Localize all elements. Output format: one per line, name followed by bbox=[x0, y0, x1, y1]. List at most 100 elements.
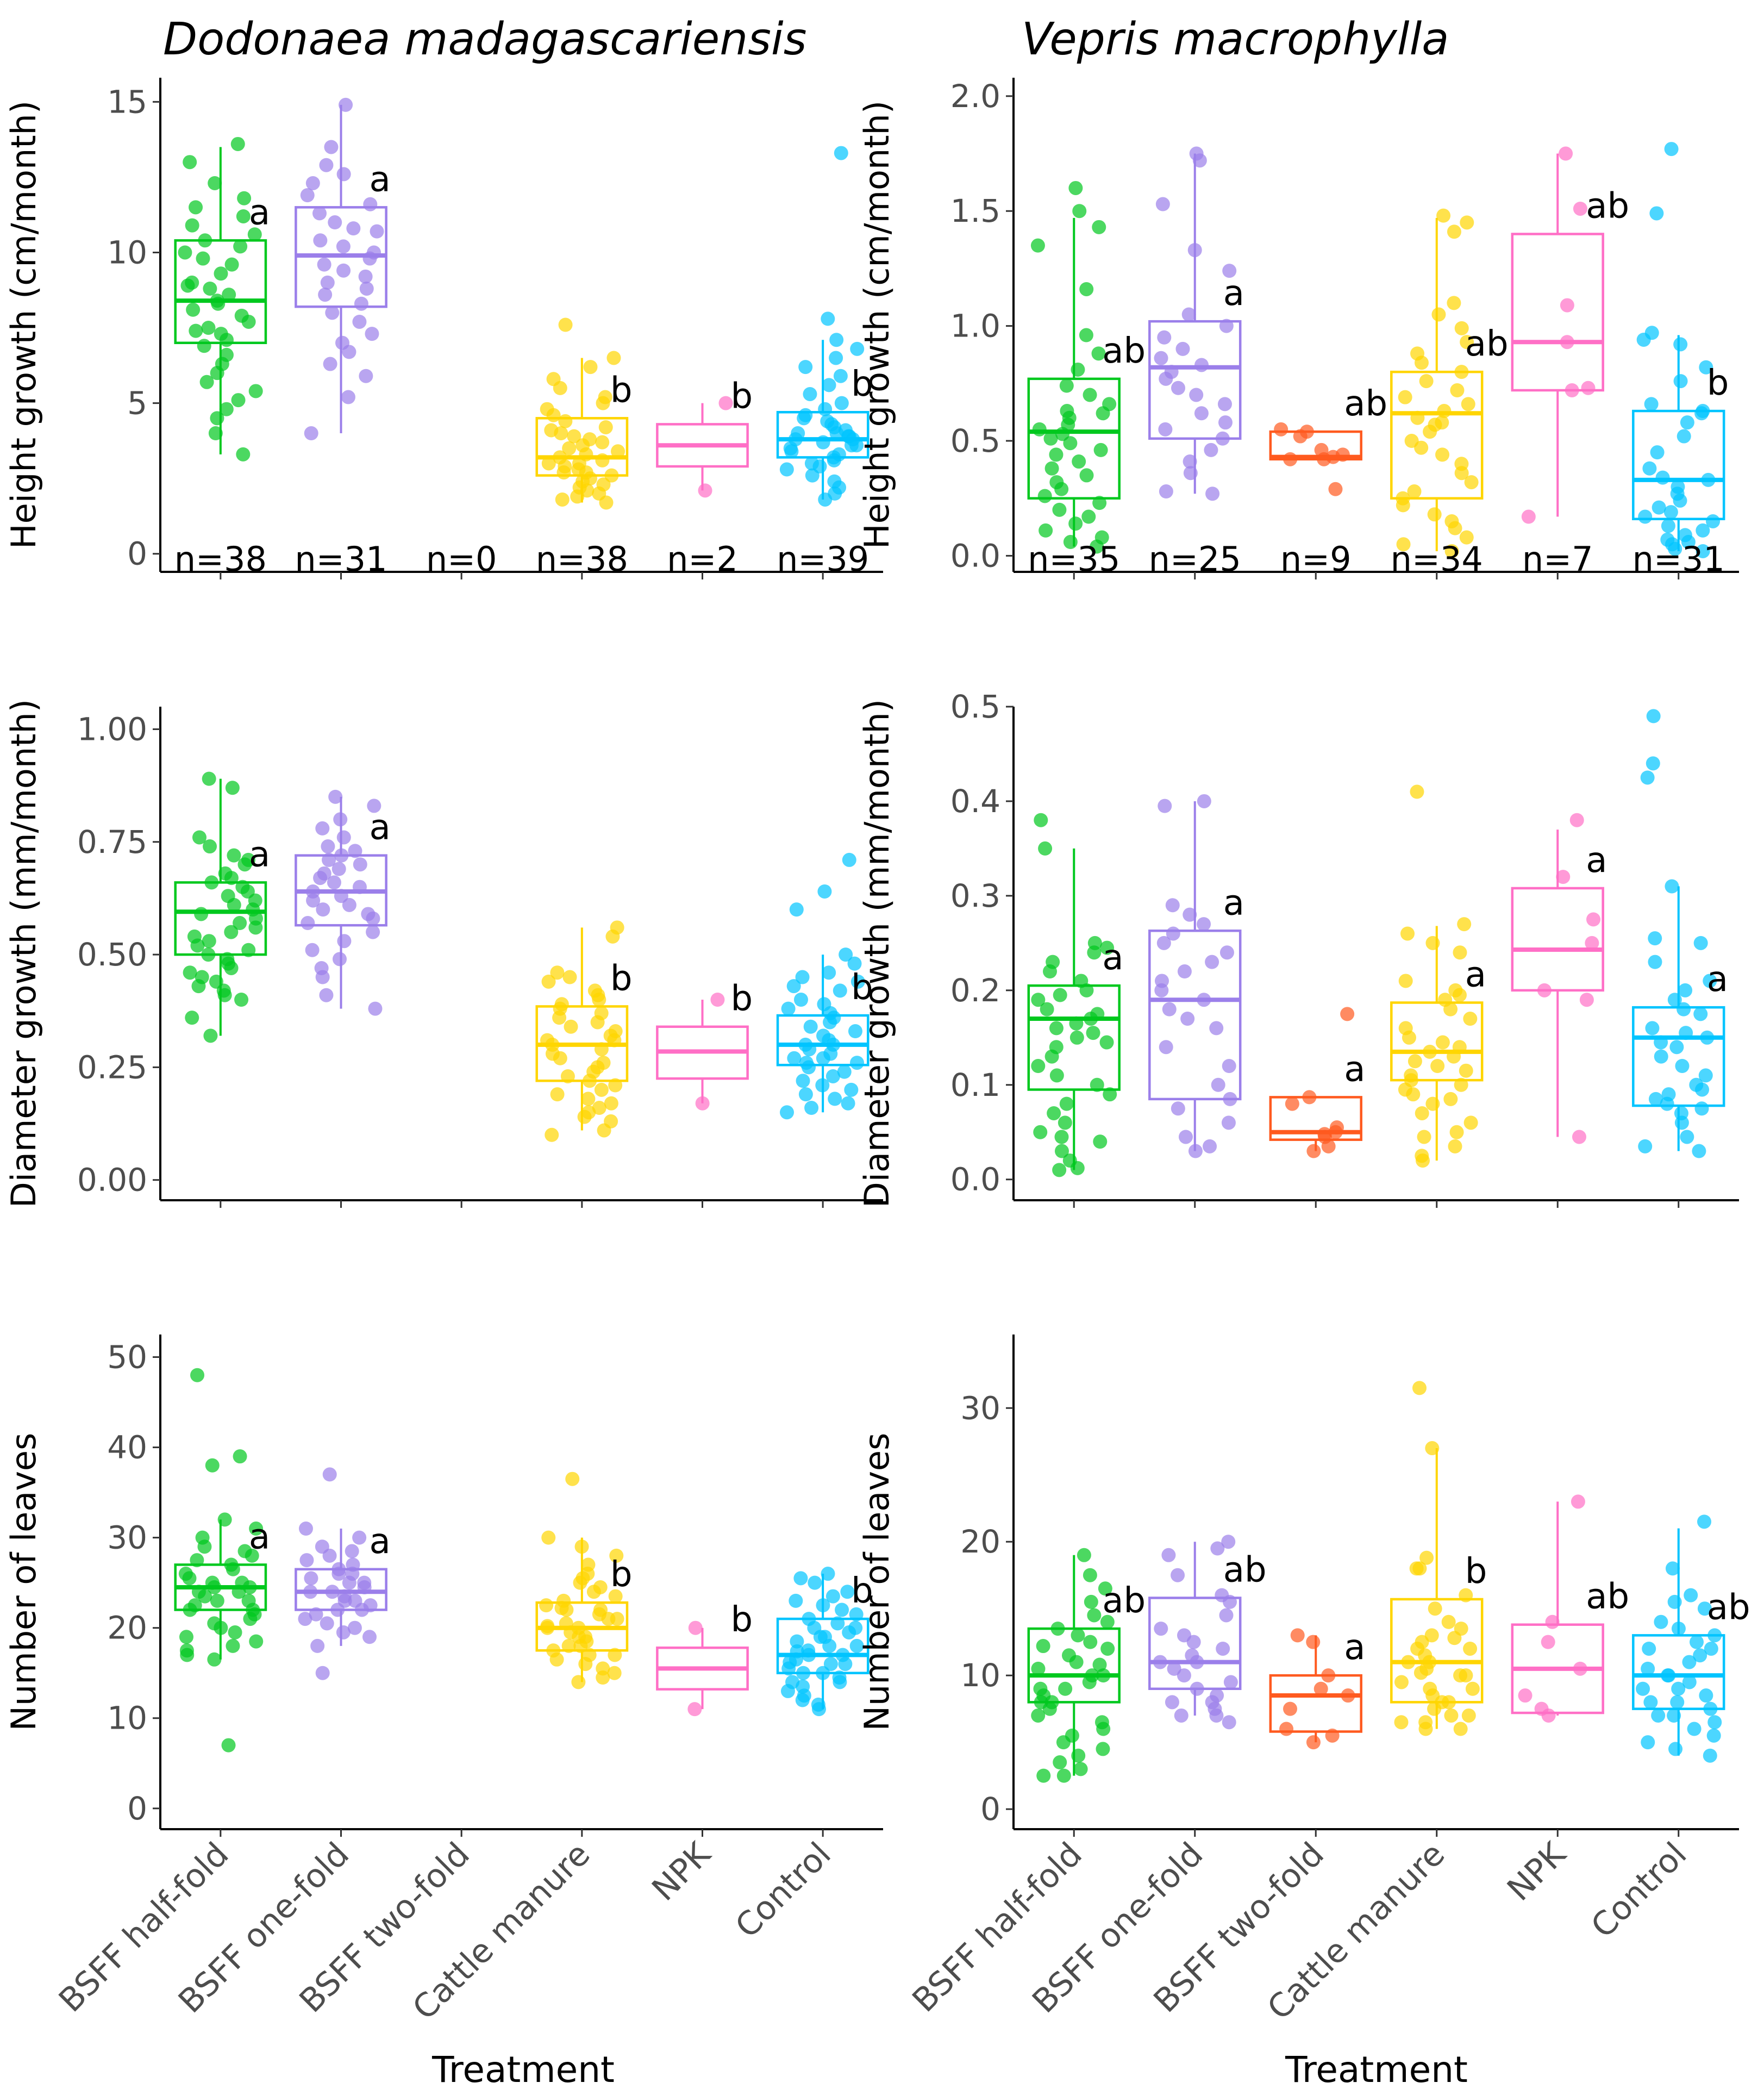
data-point bbox=[1673, 337, 1688, 352]
data-point bbox=[1099, 1035, 1114, 1050]
data-point bbox=[1412, 1381, 1427, 1395]
data-point bbox=[811, 1702, 826, 1717]
data-point bbox=[1302, 1090, 1317, 1105]
data-point bbox=[1453, 945, 1467, 960]
data-point bbox=[1464, 475, 1479, 490]
data-point bbox=[829, 426, 844, 441]
y-tick-label: 10 bbox=[960, 1657, 1000, 1694]
data-point bbox=[796, 1666, 811, 1680]
data-point bbox=[564, 1019, 578, 1034]
data-point bbox=[1156, 936, 1171, 950]
data-point bbox=[1096, 1722, 1111, 1736]
data-point bbox=[189, 323, 203, 338]
data-point bbox=[233, 916, 247, 931]
data-point bbox=[849, 1638, 864, 1653]
data-point bbox=[1450, 383, 1465, 397]
data-point bbox=[1158, 799, 1172, 813]
data-point bbox=[850, 1056, 865, 1070]
data-point bbox=[609, 1548, 624, 1563]
data-point bbox=[607, 1666, 622, 1680]
data-point bbox=[1049, 1021, 1064, 1036]
x-axis-title-left: Treatment bbox=[431, 2049, 615, 2091]
data-point bbox=[1693, 1648, 1707, 1663]
data-point bbox=[1444, 544, 1459, 558]
data-point bbox=[1671, 1622, 1686, 1636]
data-point bbox=[1209, 1708, 1224, 1723]
data-point bbox=[1650, 445, 1665, 460]
data-point bbox=[1703, 1748, 1717, 1763]
data-point bbox=[1317, 452, 1331, 466]
data-point bbox=[366, 911, 380, 926]
significance-letter: ab bbox=[1223, 1550, 1267, 1591]
data-point bbox=[1165, 1695, 1179, 1710]
data-point bbox=[815, 1078, 830, 1093]
data-point bbox=[320, 275, 335, 290]
data-point bbox=[1413, 1666, 1428, 1680]
data-point bbox=[370, 224, 384, 239]
data-point bbox=[301, 916, 315, 931]
data-point bbox=[834, 146, 848, 160]
data-point bbox=[1190, 1655, 1204, 1669]
data-point bbox=[325, 305, 340, 320]
data-point bbox=[319, 158, 334, 172]
data-point bbox=[1699, 1688, 1713, 1703]
data-point bbox=[579, 465, 593, 480]
data-point bbox=[305, 176, 320, 190]
data-point bbox=[780, 1684, 795, 1698]
data-point bbox=[210, 366, 224, 381]
data-point bbox=[1049, 1068, 1064, 1083]
data-point bbox=[1560, 335, 1574, 350]
data-point bbox=[561, 1638, 576, 1653]
data-point bbox=[1165, 898, 1180, 913]
data-point bbox=[198, 1589, 212, 1604]
data-point bbox=[367, 799, 381, 813]
data-point bbox=[825, 1069, 840, 1083]
data-point bbox=[325, 1585, 340, 1599]
data-point bbox=[556, 465, 571, 480]
data-point bbox=[359, 369, 373, 383]
data-point bbox=[1189, 388, 1204, 402]
data-point bbox=[1306, 1735, 1321, 1750]
data-point bbox=[1340, 1007, 1355, 1021]
significance-letter: b bbox=[610, 958, 633, 999]
data-point bbox=[1083, 388, 1097, 402]
data-point bbox=[1586, 912, 1601, 927]
data-point bbox=[243, 1612, 258, 1626]
y-axis-title: Diameter growth (mm/month) bbox=[857, 699, 897, 1208]
data-point bbox=[352, 314, 367, 329]
data-point bbox=[1100, 1614, 1115, 1629]
data-point bbox=[227, 897, 241, 912]
data-point bbox=[203, 1028, 218, 1043]
data-point bbox=[1033, 1125, 1048, 1139]
data-point bbox=[309, 1607, 323, 1622]
data-point bbox=[594, 1082, 609, 1097]
data-point bbox=[1087, 1608, 1102, 1623]
data-point bbox=[590, 1015, 605, 1030]
data-point bbox=[1197, 993, 1211, 1007]
data-point bbox=[803, 386, 817, 401]
box-iqr bbox=[174, 881, 267, 956]
data-point bbox=[781, 1001, 796, 1016]
data-point bbox=[1096, 1668, 1111, 1683]
x-axis-title-right: Treatment bbox=[1285, 2049, 1468, 2091]
data-point bbox=[236, 447, 251, 462]
data-point bbox=[1692, 1144, 1706, 1158]
significance-letter: a bbox=[249, 1517, 270, 1557]
sample-size-label: n=38 bbox=[174, 539, 267, 579]
data-point bbox=[1036, 1639, 1050, 1654]
significance-letter: a bbox=[1102, 938, 1123, 978]
data-point bbox=[1430, 1058, 1445, 1073]
data-point bbox=[1103, 1087, 1117, 1102]
data-point bbox=[224, 257, 239, 272]
data-point bbox=[1394, 1675, 1409, 1689]
data-point bbox=[1159, 371, 1173, 386]
significance-letter: b bbox=[610, 1555, 633, 1595]
data-point bbox=[306, 893, 321, 908]
data-point bbox=[1158, 422, 1173, 437]
significance-letter: a bbox=[1344, 1628, 1365, 1668]
data-point bbox=[1427, 507, 1442, 522]
data-point bbox=[1398, 390, 1412, 404]
data-point bbox=[783, 1655, 797, 1669]
data-point bbox=[583, 360, 598, 375]
data-point bbox=[848, 1024, 862, 1039]
